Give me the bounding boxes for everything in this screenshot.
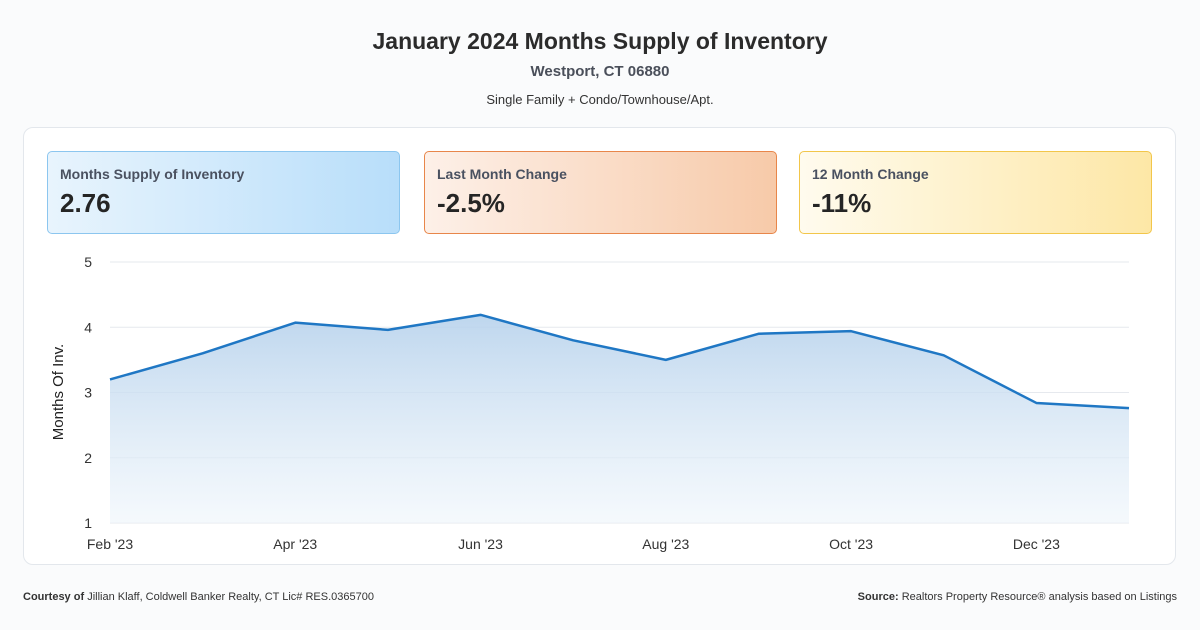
area-fill — [110, 314, 1129, 523]
source-text: Realtors Property Resource® analysis bas… — [901, 591, 1177, 603]
data-point — [570, 337, 576, 343]
data-point — [478, 312, 484, 318]
y-tick-label: 5 — [84, 254, 92, 270]
chart-title: January 2024 Months Supply of Inventory — [372, 28, 828, 54]
x-tick-label: Dec '23 — [1013, 536, 1060, 552]
months-supply-label: Months Supply of Inventory — [60, 166, 245, 182]
x-tick-label: Oct '23 — [829, 536, 873, 552]
data-point — [848, 328, 854, 334]
months-supply-value: 2.76 — [60, 188, 111, 218]
courtesy-text: Jillian Klaff, Coldwell Banker Realty, C… — [87, 591, 374, 603]
series-line — [109, 313, 1130, 410]
courtesy-footer: Courtesy of Jillian Klaff, Coldwell Bank… — [23, 591, 374, 603]
months-supply-card: Months Supply of Inventory 2.76 — [47, 151, 400, 234]
y-axis-label: Months Of Inv. — [50, 344, 67, 440]
location-subtitle: Westport, CT 06880 — [530, 63, 670, 80]
data-point — [941, 352, 947, 358]
twelve-month-change-value: -11% — [812, 188, 872, 218]
data-point — [1033, 400, 1039, 406]
source-footer: Source: Realtors Property Resource® anal… — [858, 591, 1177, 603]
y-tick-label: 4 — [84, 319, 92, 335]
data-point — [200, 350, 206, 356]
data-point — [292, 320, 298, 326]
property-types-subtitle: Single Family + Condo/Townhouse/Apt. — [486, 92, 714, 107]
y-tick-label: 1 — [84, 515, 92, 531]
data-point — [755, 331, 761, 337]
twelve-month-change-card: 12 Month Change -11% — [799, 151, 1152, 234]
last-month-change-value: -2.5% — [437, 188, 505, 218]
x-tick-label: Apr '23 — [273, 536, 317, 552]
x-tick-label: Jun '23 — [458, 536, 503, 552]
data-point — [107, 376, 113, 382]
source-prefix: Source: — [857, 591, 899, 603]
twelve-month-change-label: 12 Month Change — [812, 166, 929, 182]
courtesy-prefix: Courtesy of — [23, 591, 85, 603]
data-point — [663, 357, 669, 363]
y-tick-label: 2 — [84, 450, 92, 466]
last-month-change-card: Last Month Change -2.5% — [424, 151, 777, 234]
data-point — [385, 327, 391, 333]
x-tick-label: Feb '23 — [87, 536, 133, 552]
y-tick-label: 3 — [84, 385, 92, 401]
data-point — [1126, 405, 1132, 411]
x-tick-label: Aug '23 — [642, 536, 689, 552]
last-month-change-label: Last Month Change — [437, 166, 567, 182]
